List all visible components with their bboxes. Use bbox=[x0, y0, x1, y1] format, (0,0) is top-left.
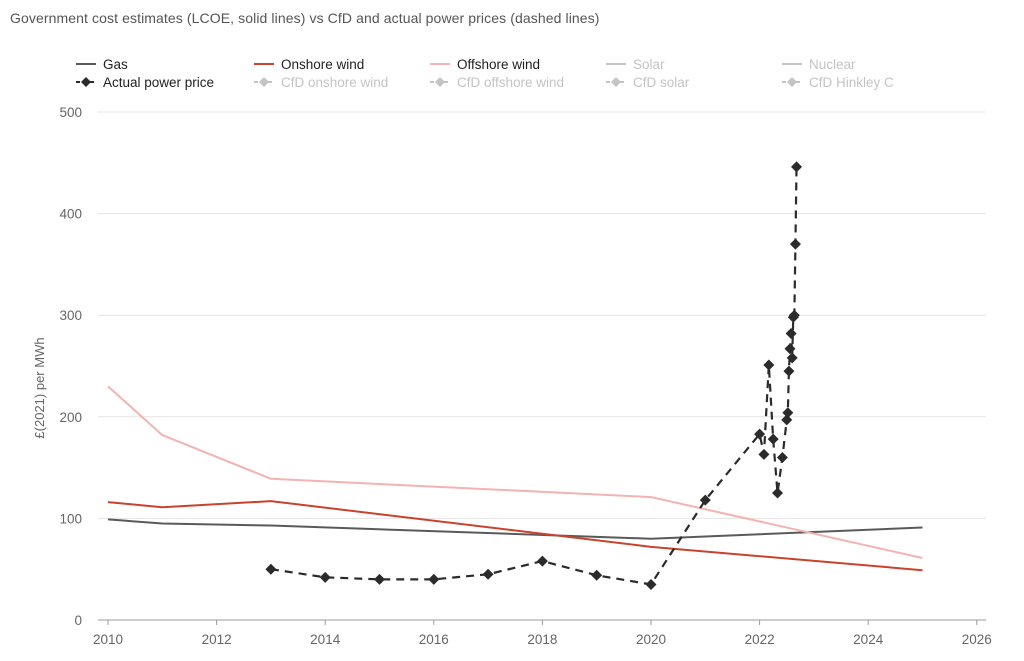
data-point-marker bbox=[645, 578, 657, 590]
legend-label: CfD solar bbox=[633, 74, 690, 90]
x-tick-label: 2012 bbox=[202, 632, 232, 647]
y-tick-label: 200 bbox=[59, 410, 82, 425]
data-point-marker bbox=[428, 573, 440, 585]
data-point-marker bbox=[374, 573, 385, 585]
chart-title: Government cost estimates (LCOE, solid l… bbox=[10, 10, 600, 26]
legend-item-solar[interactable]: Solar bbox=[606, 55, 665, 73]
legend: Gas Onshore wind Offshore wind Solar Nuclear… bbox=[76, 55, 976, 95]
legend-item-gas[interactable]: Gas bbox=[76, 55, 128, 73]
legend-swatch bbox=[606, 77, 626, 87]
legend-label: Actual power price bbox=[103, 74, 215, 90]
data-point-marker bbox=[781, 414, 793, 426]
legend-item-cfd-solar[interactable]: CfD solar bbox=[606, 73, 689, 91]
data-point-marker bbox=[591, 569, 603, 581]
legend-swatch bbox=[606, 63, 626, 65]
x-tick-label: 2018 bbox=[527, 632, 557, 647]
legend-swatch bbox=[254, 63, 274, 65]
data-point-marker bbox=[785, 327, 797, 339]
legend-item-cfd-hinkley-c[interactable]: CfD Hinkley C bbox=[782, 73, 894, 91]
legend-item-cfd-onshore-wind[interactable]: CfD onshore wind bbox=[254, 73, 388, 91]
data-point-marker bbox=[786, 352, 798, 364]
series-onshore-wind bbox=[107, 500, 923, 572]
data-point-marker bbox=[319, 571, 331, 583]
data-point-marker bbox=[482, 568, 494, 580]
x-tick-label: 2020 bbox=[636, 632, 666, 647]
data-point-marker bbox=[265, 563, 277, 575]
y-tick-label: 500 bbox=[59, 105, 82, 120]
y-tick-label: 100 bbox=[59, 511, 82, 526]
x-axis: 2010 2012 2014 2016 2018 2020 2022 2024 2026 bbox=[93, 619, 992, 647]
data-point-marker bbox=[776, 451, 788, 463]
series-line bbox=[107, 385, 923, 559]
data-point-marker bbox=[754, 428, 766, 440]
legend-label: Offshore wind bbox=[457, 56, 541, 72]
series-line bbox=[107, 518, 923, 540]
series-actual-power-price bbox=[265, 161, 803, 590]
legend-label: Onshore wind bbox=[281, 56, 365, 72]
series-gas bbox=[107, 518, 923, 540]
data-point-marker bbox=[783, 365, 795, 377]
legend-label: CfD offshore wind bbox=[457, 74, 565, 90]
legend-swatch bbox=[76, 77, 96, 87]
gridlines bbox=[98, 111, 986, 519]
legend-item-onshore-wind[interactable]: Onshore wind bbox=[254, 55, 364, 73]
series-offshore-wind bbox=[107, 385, 923, 559]
legend-swatch bbox=[430, 77, 450, 87]
x-tick-label: 2016 bbox=[419, 632, 449, 647]
legend-label: CfD Hinkley C bbox=[809, 74, 894, 90]
series-line bbox=[107, 500, 923, 572]
y-tick-label: 400 bbox=[59, 207, 82, 222]
data-point-marker bbox=[789, 238, 801, 250]
x-tick-label: 2010 bbox=[93, 632, 123, 647]
data-point-marker bbox=[782, 407, 794, 419]
x-tick-label: 2022 bbox=[745, 632, 775, 647]
y-axis-ticks: 0 100 200 300 400 500 bbox=[59, 105, 82, 628]
y-tick-label: 300 bbox=[59, 308, 82, 323]
data-point-marker bbox=[772, 487, 784, 499]
legend-label: Solar bbox=[633, 56, 665, 72]
legend-label: Gas bbox=[103, 56, 128, 72]
legend-item-actual-power-price[interactable]: Actual power price bbox=[76, 73, 214, 91]
legend-label: CfD onshore wind bbox=[281, 74, 389, 90]
x-tick-label: 2024 bbox=[853, 632, 884, 647]
legend-item-cfd-offshore-wind[interactable]: CfD offshore wind bbox=[430, 73, 564, 91]
y-axis-label: £(2021) per MWh bbox=[32, 337, 47, 438]
data-point-marker bbox=[536, 555, 548, 567]
legend-item-nuclear[interactable]: Nuclear bbox=[782, 55, 856, 73]
legend-swatch bbox=[782, 63, 802, 65]
data-point-marker bbox=[767, 433, 779, 445]
data-point-marker bbox=[788, 309, 800, 321]
x-tick-label: 2014 bbox=[310, 632, 341, 647]
data-point-marker bbox=[758, 448, 770, 460]
legend-swatch bbox=[254, 77, 274, 87]
legend-swatch bbox=[430, 63, 450, 65]
legend-swatch bbox=[782, 77, 802, 87]
y-tick-label: 0 bbox=[74, 613, 82, 628]
series-group bbox=[107, 161, 923, 590]
legend-label: Nuclear bbox=[809, 56, 856, 72]
x-tick-label: 2026 bbox=[962, 632, 992, 647]
data-point-marker bbox=[791, 161, 803, 173]
data-point-marker bbox=[784, 343, 796, 355]
legend-item-offshore-wind[interactable]: Offshore wind bbox=[430, 55, 540, 73]
data-point-marker bbox=[699, 494, 711, 506]
legend-swatch bbox=[76, 63, 96, 65]
data-point-marker bbox=[763, 359, 775, 371]
series-line bbox=[270, 166, 798, 586]
